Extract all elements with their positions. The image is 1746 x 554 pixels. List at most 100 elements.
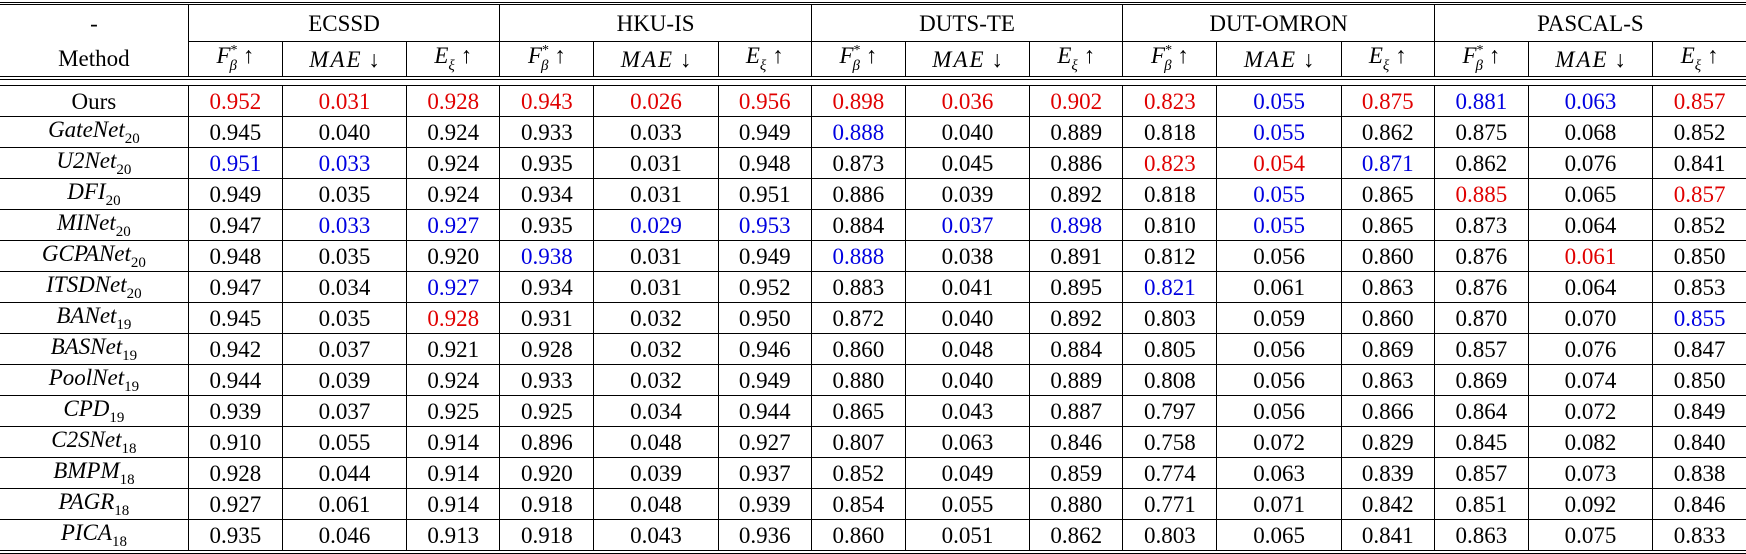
score-cell: 0.935	[187, 519, 283, 554]
score-cell: 0.055	[1216, 85, 1342, 117]
method-cell: GCPANet20	[0, 240, 189, 272]
method-cell: BASNet19	[0, 333, 189, 365]
metric-superscript: *	[853, 43, 861, 58]
score-cell: 0.033	[281, 147, 407, 179]
score-cell: 0.065	[1527, 178, 1653, 210]
score-cell: 0.031	[593, 147, 719, 179]
score-cell: 0.823	[1122, 147, 1217, 179]
score-cell: 0.031	[281, 85, 407, 117]
metric-subscript: ξ	[759, 58, 767, 74]
score-cell: 0.839	[1340, 457, 1435, 489]
score-cell: 0.865	[1340, 178, 1435, 210]
metric-subscript: β	[1164, 58, 1172, 74]
metric-scripts: *β	[1164, 44, 1172, 74]
score-cell: 0.055	[1216, 209, 1342, 241]
metric-header: Eξ ↑	[1029, 41, 1123, 80]
score-cell: 0.803	[1122, 519, 1217, 554]
score-cell: 0.895	[1029, 271, 1123, 303]
table-row: BASNet19 0.942 0.037 0.921 0.928 0.032 0.946 0.…	[0, 333, 1746, 365]
score-cell: 0.920	[406, 240, 500, 272]
score-cell: 0.048	[593, 426, 719, 458]
method-year: 20	[115, 223, 131, 240]
score-cell: 0.863	[1433, 519, 1529, 554]
table-row: PAGR18 0.927 0.061 0.914 0.918 0.048 0.939 0.85…	[0, 488, 1746, 520]
score-cell: 0.869	[1340, 333, 1435, 365]
score-cell: 0.808	[1122, 364, 1217, 396]
score-cell: 0.035	[281, 240, 407, 272]
score-cell: 0.880	[1029, 488, 1123, 520]
score-cell: 0.914	[406, 426, 500, 458]
metric-header: Eξ ↑	[406, 41, 500, 80]
method-year: 18	[114, 502, 130, 519]
score-cell: 0.880	[810, 364, 906, 396]
score-cell: 0.857	[1652, 178, 1746, 210]
method-cell: GateNet20	[0, 116, 189, 148]
score-cell: 0.935	[499, 209, 594, 241]
metric-header: MAE ↓	[904, 41, 1030, 80]
score-cell: 0.039	[593, 457, 719, 489]
score-cell: 0.044	[281, 457, 407, 489]
score-cell: 0.862	[1433, 147, 1529, 179]
metric-scripts: ξ	[448, 44, 454, 74]
table-row: Ours 0.952 0.031 0.928 0.943 0.026 0.956 0.898 0…	[0, 85, 1746, 117]
score-cell: 0.852	[1652, 116, 1746, 148]
score-cell: 0.918	[499, 488, 594, 520]
score-cell: 0.840	[1652, 426, 1746, 458]
score-cell: 0.040	[904, 116, 1030, 148]
dataset-header: PASCAL-S	[1433, 2, 1746, 42]
score-cell: 0.860	[1340, 240, 1435, 272]
method-name: PAGR	[58, 488, 115, 514]
score-cell: 0.850	[1652, 364, 1746, 396]
method-name: C2SNet	[51, 426, 122, 452]
table-row: U2Net20 0.951 0.033 0.924 0.935 0.031 0.948 0.8…	[0, 147, 1746, 179]
metric-scripts: *β	[230, 44, 238, 74]
dataset-header: DUTS-TE	[810, 2, 1123, 42]
arrow-up-icon: ↑	[1177, 43, 1189, 68]
metric-header: MAE ↓	[593, 41, 719, 80]
score-cell: 0.854	[810, 488, 906, 520]
metric-symbol: MAE	[1555, 46, 1609, 72]
score-cell: 0.043	[593, 519, 719, 554]
method-year: 20	[130, 254, 146, 271]
metric-symbol: E	[1368, 43, 1383, 68]
score-cell: 0.934	[499, 178, 594, 210]
score-cell: 0.875	[1340, 85, 1435, 117]
score-cell: 0.933	[499, 116, 594, 148]
metric-subscript: β	[1475, 58, 1484, 74]
score-cell: 0.033	[281, 209, 407, 241]
score-cell: 0.881	[1433, 85, 1529, 117]
score-cell: 0.924	[406, 147, 500, 179]
method-name: BMPM	[53, 457, 120, 483]
metric-symbol: E	[434, 43, 449, 68]
score-cell: 0.048	[593, 488, 719, 520]
method-year: 18	[121, 440, 137, 457]
metric-subscript: ξ	[1694, 58, 1702, 74]
score-cell: 0.035	[281, 178, 407, 210]
score-cell: 0.031	[593, 178, 719, 210]
score-cell: 0.931	[499, 302, 594, 334]
score-cell: 0.807	[810, 426, 906, 458]
score-cell: 0.055	[1216, 116, 1342, 148]
score-cell: 0.771	[1122, 488, 1217, 520]
score-cell: 0.938	[499, 240, 594, 272]
score-cell: 0.823	[1122, 85, 1217, 117]
score-cell: 0.075	[1527, 519, 1653, 554]
metric-scripts: ξ	[760, 44, 766, 74]
score-cell: 0.032	[593, 302, 719, 334]
score-cell: 0.927	[717, 426, 812, 458]
score-cell: 0.860	[810, 519, 906, 554]
score-cell: 0.946	[717, 333, 812, 365]
metric-scripts: *β	[541, 44, 549, 74]
method-year: 20	[105, 192, 121, 209]
score-cell: 0.910	[187, 426, 283, 458]
score-cell: 0.924	[406, 364, 500, 396]
score-cell: 0.869	[1433, 364, 1529, 396]
score-cell: 0.939	[717, 488, 812, 520]
score-cell: 0.034	[593, 395, 719, 427]
dataset-header: DUT-OMRON	[1122, 2, 1435, 42]
score-cell: 0.068	[1527, 116, 1653, 148]
score-cell: 0.032	[593, 364, 719, 396]
metric-symbol: F	[216, 43, 231, 68]
score-cell: 0.031	[593, 271, 719, 303]
score-cell: 0.029	[593, 209, 719, 241]
